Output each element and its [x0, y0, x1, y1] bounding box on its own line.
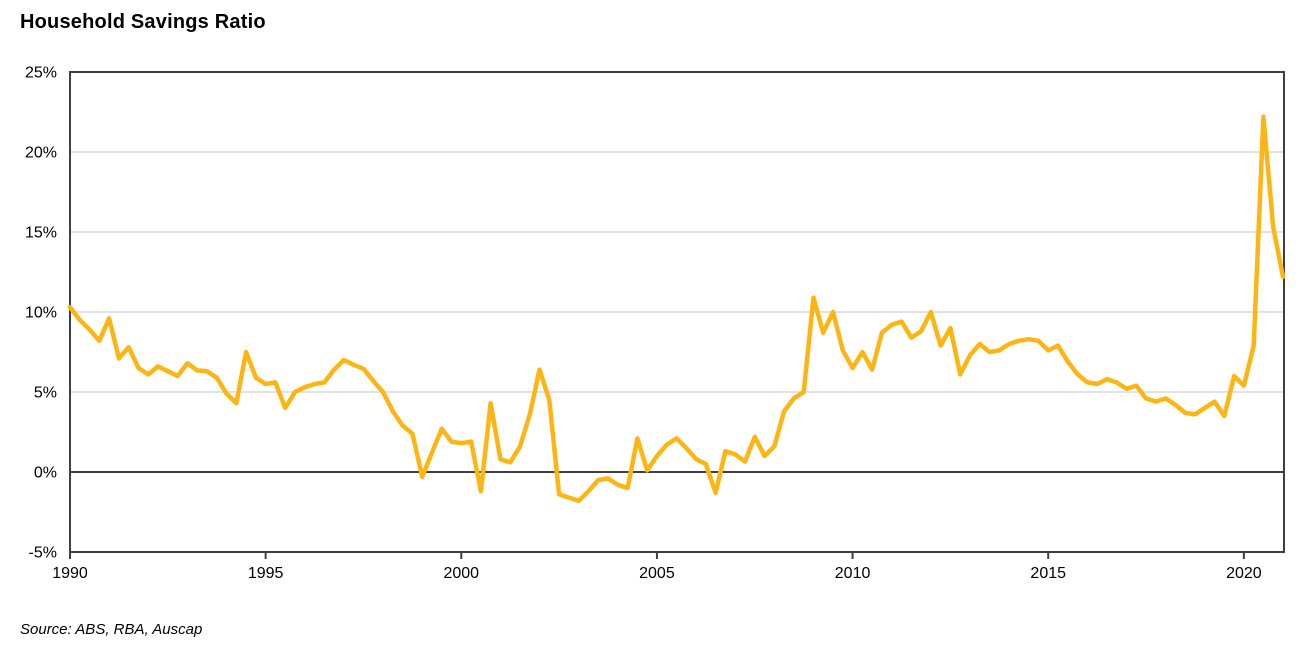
- x-tick-label: 2010: [835, 565, 871, 582]
- y-tick-label: 0%: [34, 465, 57, 482]
- x-tick-label: 2005: [639, 565, 675, 582]
- x-tick-label: 2020: [1226, 565, 1262, 582]
- x-tick-label: 1990: [52, 565, 88, 582]
- y-tick-label: 15%: [25, 225, 57, 242]
- y-tick-label: 10%: [25, 305, 57, 322]
- savings-ratio-line: [67, 114, 1286, 504]
- chart-title: Household Savings Ratio: [20, 11, 266, 33]
- x-tick-label: 2000: [443, 565, 479, 582]
- y-tick-label: 5%: [34, 385, 57, 402]
- x-axis-labels: 1990 1995 2000 2005 2010 2015 2020: [52, 565, 1262, 582]
- y-tick-label: 20%: [25, 145, 57, 162]
- y-tick-label: -5%: [29, 545, 57, 562]
- source-note: Source: ABS, RBA, Auscap: [20, 621, 203, 638]
- plot-border: [69, 71, 1285, 553]
- x-axis-ticks: [69, 552, 1245, 559]
- x-tick-label: 2015: [1030, 565, 1066, 582]
- x-tick-label: 1995: [248, 565, 284, 582]
- gridlines: [70, 151, 1284, 473]
- y-axis-labels: 25% 20% 15% 10% 5% 0% -5%: [25, 65, 57, 562]
- y-tick-label: 25%: [25, 65, 57, 82]
